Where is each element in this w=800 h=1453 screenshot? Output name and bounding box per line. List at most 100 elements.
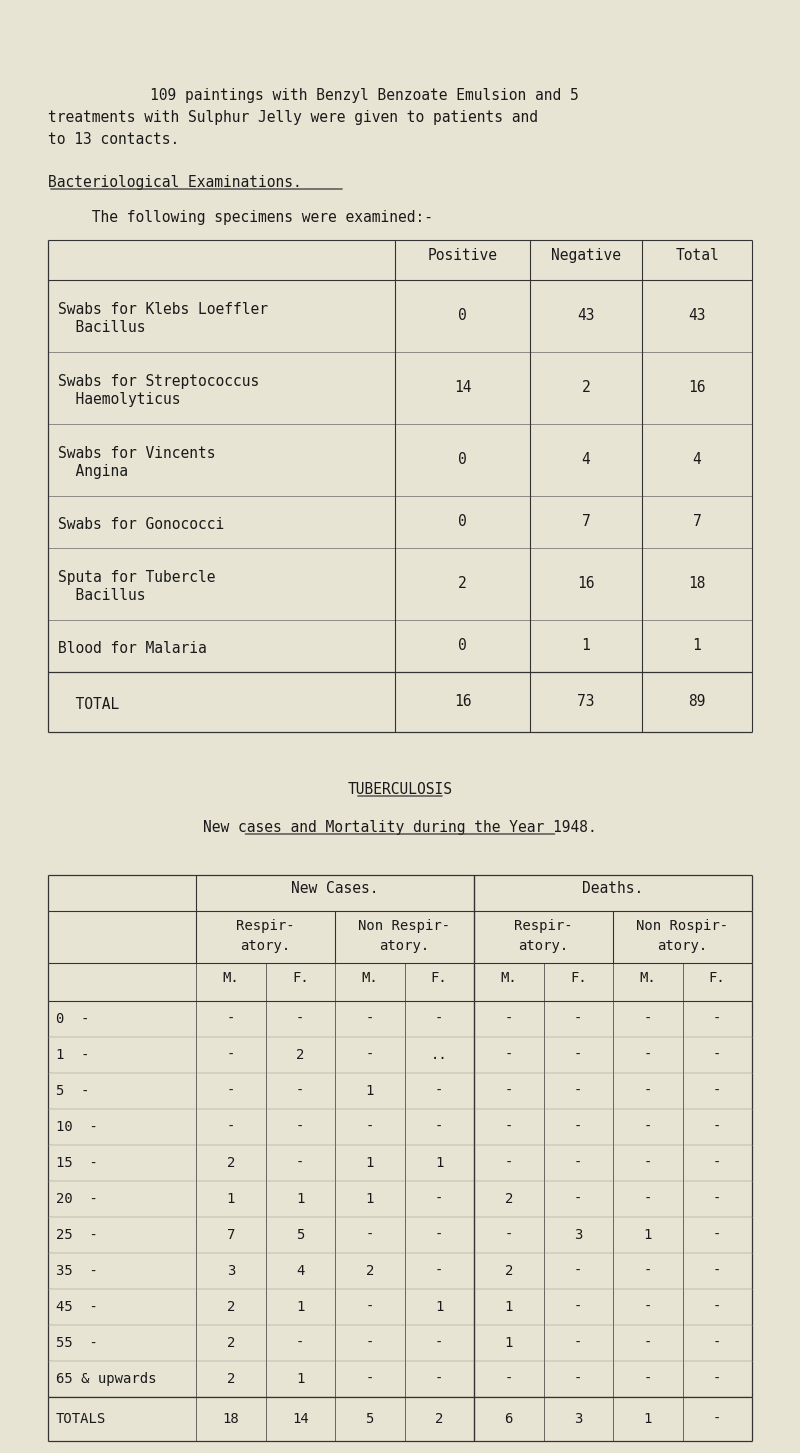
Text: Bacteriological Examinations.: Bacteriological Examinations. bbox=[48, 174, 302, 190]
Text: -: - bbox=[713, 1228, 722, 1242]
Text: M.: M. bbox=[362, 971, 378, 985]
Text: -: - bbox=[643, 1157, 652, 1170]
Text: 5  -: 5 - bbox=[56, 1084, 90, 1098]
Text: -: - bbox=[574, 1335, 582, 1350]
Text: to 13 contacts.: to 13 contacts. bbox=[48, 132, 179, 147]
Text: -: - bbox=[643, 1300, 652, 1314]
Text: -: - bbox=[505, 1120, 513, 1133]
Text: -: - bbox=[574, 1264, 582, 1279]
Text: -: - bbox=[366, 1120, 374, 1133]
Text: 7: 7 bbox=[582, 514, 590, 529]
Text: 6: 6 bbox=[505, 1412, 513, 1425]
Text: F.: F. bbox=[431, 971, 448, 985]
Text: 1: 1 bbox=[435, 1157, 443, 1170]
Text: 18: 18 bbox=[222, 1412, 239, 1425]
Text: The following specimens were examined:-: The following specimens were examined:- bbox=[48, 211, 433, 225]
Text: 18: 18 bbox=[688, 577, 706, 591]
Text: 5: 5 bbox=[366, 1412, 374, 1425]
Text: 1: 1 bbox=[643, 1412, 652, 1425]
Text: Swabs for Streptococcus: Swabs for Streptococcus bbox=[58, 373, 259, 389]
Text: Non Respir-: Non Respir- bbox=[358, 918, 450, 933]
Text: 65 & upwards: 65 & upwards bbox=[56, 1372, 157, 1386]
Text: M.: M. bbox=[500, 971, 517, 985]
Text: -: - bbox=[574, 1300, 582, 1314]
Text: Blood for Malaria: Blood for Malaria bbox=[58, 641, 206, 655]
Text: M.: M. bbox=[639, 971, 656, 985]
Text: 4: 4 bbox=[582, 452, 590, 468]
Text: -: - bbox=[366, 1335, 374, 1350]
Text: -: - bbox=[574, 1157, 582, 1170]
Text: -: - bbox=[713, 1372, 722, 1386]
Text: -: - bbox=[226, 1120, 235, 1133]
Text: -: - bbox=[505, 1372, 513, 1386]
Text: TOTALS: TOTALS bbox=[56, 1412, 106, 1425]
Text: 73: 73 bbox=[578, 695, 594, 709]
Text: -: - bbox=[713, 1264, 722, 1279]
Text: M.: M. bbox=[222, 971, 239, 985]
Text: 1: 1 bbox=[366, 1084, 374, 1098]
Text: atory.: atory. bbox=[379, 939, 430, 953]
Text: Total: Total bbox=[675, 248, 719, 263]
Text: -: - bbox=[713, 1048, 722, 1062]
Text: -: - bbox=[296, 1084, 305, 1098]
Text: Deaths.: Deaths. bbox=[582, 881, 644, 897]
Text: 0: 0 bbox=[458, 514, 467, 529]
Text: -: - bbox=[713, 1157, 722, 1170]
Text: 1: 1 bbox=[296, 1191, 305, 1206]
Text: New Cases.: New Cases. bbox=[291, 881, 378, 897]
Text: 25  -: 25 - bbox=[56, 1228, 98, 1242]
Text: 2: 2 bbox=[505, 1264, 513, 1279]
Text: -: - bbox=[226, 1011, 235, 1026]
Text: 3: 3 bbox=[226, 1264, 235, 1279]
Text: -: - bbox=[574, 1120, 582, 1133]
Text: Sputa for Tubercle: Sputa for Tubercle bbox=[58, 570, 215, 586]
Text: -: - bbox=[366, 1372, 374, 1386]
Text: -: - bbox=[643, 1084, 652, 1098]
Text: -: - bbox=[713, 1191, 722, 1206]
Text: 2: 2 bbox=[366, 1264, 374, 1279]
Text: 1: 1 bbox=[693, 638, 702, 654]
Text: treatments with Sulphur Jelly were given to patients and: treatments with Sulphur Jelly were given… bbox=[48, 110, 538, 125]
Text: -: - bbox=[366, 1048, 374, 1062]
Text: -: - bbox=[435, 1264, 443, 1279]
Text: -: - bbox=[713, 1300, 722, 1314]
Text: -: - bbox=[574, 1048, 582, 1062]
Text: 43: 43 bbox=[578, 308, 594, 324]
Text: 2: 2 bbox=[226, 1157, 235, 1170]
Text: 3: 3 bbox=[574, 1228, 582, 1242]
Text: -: - bbox=[435, 1228, 443, 1242]
Text: -: - bbox=[505, 1157, 513, 1170]
Text: 10  -: 10 - bbox=[56, 1120, 98, 1133]
Text: Angina: Angina bbox=[58, 464, 128, 479]
Text: -: - bbox=[643, 1335, 652, 1350]
Text: -: - bbox=[574, 1084, 582, 1098]
Text: 45  -: 45 - bbox=[56, 1300, 98, 1314]
Text: Negative: Negative bbox=[551, 248, 621, 263]
Text: 0: 0 bbox=[458, 638, 467, 654]
Text: -: - bbox=[713, 1412, 722, 1425]
Text: TUBERCULOSIS: TUBERCULOSIS bbox=[347, 782, 453, 798]
Text: New cases and Mortality during the Year 1948.: New cases and Mortality during the Year … bbox=[203, 819, 597, 835]
Text: 2: 2 bbox=[226, 1372, 235, 1386]
Text: Bacillus: Bacillus bbox=[58, 588, 146, 603]
Text: Respir-: Respir- bbox=[236, 918, 295, 933]
Text: -: - bbox=[366, 1300, 374, 1314]
Text: 2: 2 bbox=[226, 1335, 235, 1350]
Text: 1: 1 bbox=[296, 1300, 305, 1314]
Text: Non Rospir-: Non Rospir- bbox=[637, 918, 729, 933]
Text: F.: F. bbox=[292, 971, 309, 985]
Text: -: - bbox=[435, 1191, 443, 1206]
Text: -: - bbox=[505, 1048, 513, 1062]
Text: 7: 7 bbox=[226, 1228, 235, 1242]
Text: Bacillus: Bacillus bbox=[58, 320, 146, 336]
Text: 1: 1 bbox=[643, 1228, 652, 1242]
Text: 1: 1 bbox=[296, 1372, 305, 1386]
Text: Respir-: Respir- bbox=[514, 918, 573, 933]
Text: 1: 1 bbox=[435, 1300, 443, 1314]
Text: F.: F. bbox=[570, 971, 586, 985]
Text: 3: 3 bbox=[574, 1412, 582, 1425]
Text: 7: 7 bbox=[693, 514, 702, 529]
Text: 4: 4 bbox=[296, 1264, 305, 1279]
Text: Swabs for Klebs Loeffler: Swabs for Klebs Loeffler bbox=[58, 302, 268, 317]
Text: -: - bbox=[713, 1120, 722, 1133]
